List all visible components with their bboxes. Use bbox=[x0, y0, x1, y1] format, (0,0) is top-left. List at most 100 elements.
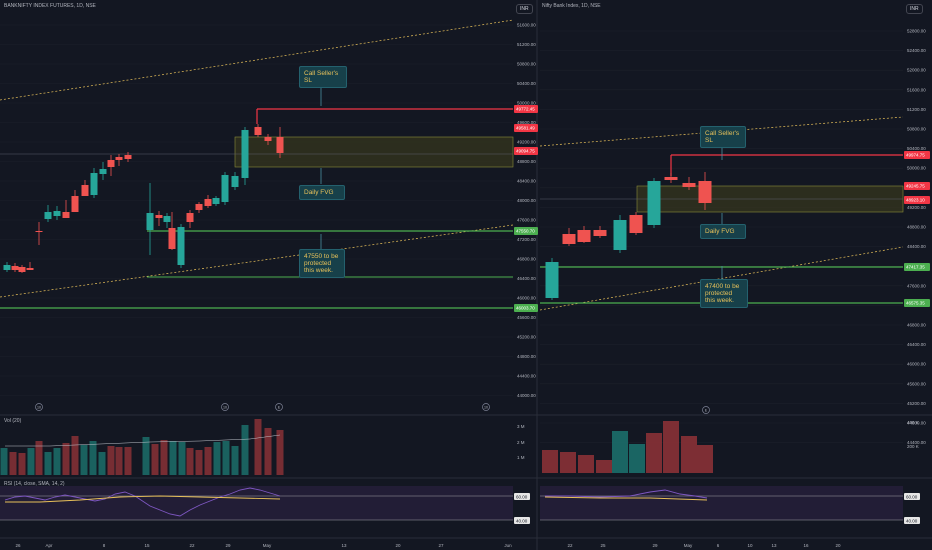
candle-body[interactable] bbox=[254, 127, 262, 135]
volume-bar bbox=[44, 452, 52, 475]
left-volume-label[interactable]: Vol (20) bbox=[4, 418, 22, 424]
candle-body[interactable] bbox=[593, 230, 607, 236]
right-chart-title: Nifty Bank Index, 1D, NSE bbox=[542, 3, 601, 9]
candle-body[interactable] bbox=[664, 177, 678, 180]
candle-body[interactable] bbox=[90, 173, 98, 195]
candle-body[interactable] bbox=[231, 176, 239, 187]
right-rsi-tag bbox=[904, 517, 920, 524]
right-daily-fvg-callout[interactable]: Daily FVG bbox=[700, 224, 746, 239]
volume-bar bbox=[35, 441, 43, 475]
volume-bar bbox=[241, 425, 249, 475]
right-upper-trendline[interactable] bbox=[539, 116, 904, 147]
candle-body[interactable] bbox=[155, 215, 163, 218]
volume-bar bbox=[71, 436, 79, 475]
right-currency-label[interactable]: INR bbox=[906, 4, 923, 14]
right-pane bbox=[539, 116, 904, 521]
volume-bar bbox=[204, 447, 212, 475]
right-x-label: 22 bbox=[567, 543, 573, 548]
grid-lines bbox=[0, 24, 903, 443]
volume-bar bbox=[53, 448, 61, 475]
left-call-seller-callout[interactable]: Call Seller's SL bbox=[299, 66, 347, 88]
right-candles[interactable] bbox=[545, 172, 712, 300]
candle-body[interactable] bbox=[53, 211, 61, 216]
volume-bar bbox=[195, 450, 203, 475]
right-call-seller-callout[interactable]: Call Seller's SL bbox=[700, 126, 746, 148]
candle-body[interactable] bbox=[647, 181, 661, 225]
candle-body[interactable] bbox=[99, 169, 107, 174]
candle-body[interactable] bbox=[177, 227, 185, 265]
left-currency-label[interactable]: INR bbox=[516, 4, 533, 14]
volume-bar bbox=[18, 453, 26, 475]
left-event-marker-text: 10 bbox=[37, 406, 41, 410]
left-y-tick: 49600.00 bbox=[517, 120, 536, 125]
price-axes[interactable]: 51600.00 51200.00 50800.00 50400.00 50000.00… bbox=[15, 23, 930, 549]
left-upper-trendline[interactable] bbox=[0, 19, 514, 101]
volume-bar bbox=[231, 446, 239, 475]
candle-body[interactable] bbox=[613, 220, 627, 250]
right-price-tag-text: 48923.10 bbox=[906, 198, 925, 203]
candle-body[interactable] bbox=[264, 137, 272, 141]
candle-body[interactable] bbox=[545, 262, 559, 298]
candle-body[interactable] bbox=[163, 216, 171, 222]
candle-body[interactable] bbox=[146, 213, 154, 230]
right-y-tick: 46400.00 bbox=[907, 342, 926, 347]
left-rsi-label[interactable]: RSI (14, close, SMA, 14, 2) bbox=[4, 481, 65, 487]
candle-body[interactable] bbox=[11, 266, 19, 270]
left-volume-ma bbox=[5, 434, 281, 447]
candle-body[interactable] bbox=[186, 213, 194, 222]
left-price-tag-text: 46003.70 bbox=[516, 306, 535, 311]
left-protect-callout[interactable]: 47550 to be protected this week. bbox=[299, 249, 345, 278]
candle-body[interactable] bbox=[682, 183, 696, 187]
left-daily-fvg-callout[interactable]: Daily FVG bbox=[299, 185, 345, 200]
candle-body[interactable] bbox=[26, 268, 34, 270]
right-event-marker[interactable] bbox=[702, 406, 710, 414]
candle-body[interactable] bbox=[241, 130, 249, 178]
volume-bar bbox=[697, 445, 713, 473]
left-event-marker-text: E bbox=[278, 406, 281, 410]
candle-body[interactable] bbox=[698, 181, 712, 203]
right-y-tick: 45600.00 bbox=[907, 381, 926, 386]
candle-body[interactable] bbox=[577, 230, 591, 242]
candle-body[interactable] bbox=[629, 215, 643, 233]
candle-body[interactable] bbox=[204, 199, 212, 206]
left-event-marker[interactable] bbox=[221, 403, 229, 411]
right-y-tick: 50400.00 bbox=[907, 146, 926, 151]
left-x-label: 15 bbox=[144, 543, 150, 548]
right-price-tag-text: 46575.35 bbox=[906, 301, 925, 306]
candle-body[interactable] bbox=[18, 267, 26, 272]
candle-body[interactable] bbox=[562, 234, 576, 244]
left-event-marker[interactable] bbox=[275, 403, 283, 411]
candle-body[interactable] bbox=[212, 198, 220, 204]
right-rsi-tick: 60.00 bbox=[906, 495, 918, 500]
right-y-tick: 48400.00 bbox=[907, 244, 926, 249]
candle-body[interactable] bbox=[195, 204, 203, 210]
candle-body[interactable] bbox=[124, 155, 132, 159]
left-rsi-band bbox=[0, 486, 513, 520]
right-x-label: 13 bbox=[771, 543, 777, 548]
right-y-tick: 44400.00 bbox=[907, 440, 926, 445]
right-rsi-ma bbox=[544, 496, 708, 501]
candle-body[interactable] bbox=[221, 175, 229, 202]
candle-body[interactable] bbox=[115, 157, 123, 160]
right-lower-trendline[interactable] bbox=[539, 246, 904, 311]
candle-body[interactable] bbox=[81, 185, 89, 196]
left-y-tick: 44000.00 bbox=[517, 393, 536, 398]
left-event-marker[interactable] bbox=[35, 403, 43, 411]
candle-body[interactable] bbox=[71, 196, 79, 212]
candle-body[interactable] bbox=[3, 265, 11, 270]
candle-body[interactable] bbox=[168, 228, 176, 249]
candle-body[interactable] bbox=[44, 212, 52, 219]
candle-body[interactable] bbox=[35, 231, 43, 232]
left-x-label: 22 bbox=[189, 543, 195, 548]
left-event-marker[interactable] bbox=[482, 403, 490, 411]
right-protect-callout[interactable]: 47400 to be protected this week. bbox=[700, 279, 748, 308]
candle-body[interactable] bbox=[276, 137, 284, 153]
right-event-marker-text: E bbox=[705, 409, 708, 413]
right-price-tag bbox=[904, 299, 930, 307]
left-x-label: 13 bbox=[341, 543, 347, 548]
candle-body[interactable] bbox=[62, 212, 70, 218]
left-x-label: Jun bbox=[504, 543, 512, 548]
candle-body[interactable] bbox=[107, 160, 115, 167]
left-candles[interactable] bbox=[3, 124, 284, 273]
